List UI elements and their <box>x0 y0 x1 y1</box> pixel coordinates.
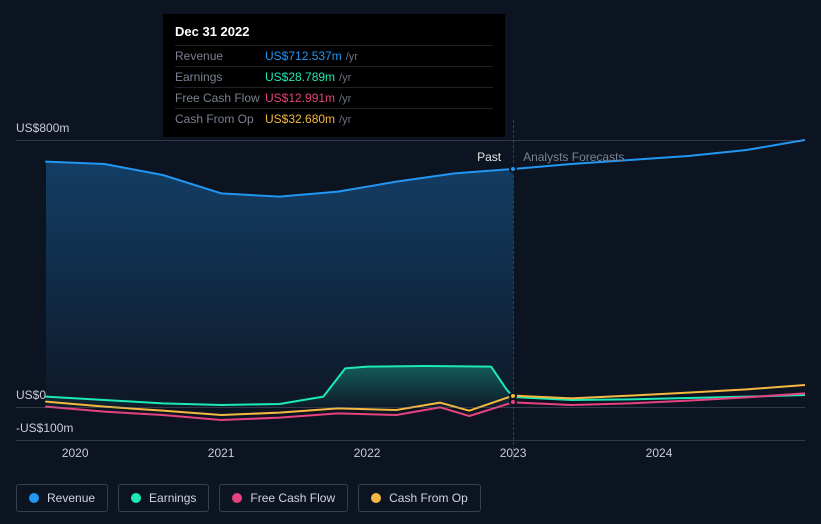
legend-label: Revenue <box>47 491 95 505</box>
tooltip-row: RevenueUS$712.537m/yr <box>175 45 493 66</box>
tooltip-row-unit: /yr <box>339 72 351 84</box>
x-axis-label: 2024 <box>646 446 673 460</box>
tooltip-rows: RevenueUS$712.537m/yrEarningsUS$28.789m/… <box>175 45 493 129</box>
legend-dot <box>371 493 381 503</box>
chart-marker <box>509 398 517 406</box>
tooltip-row-value: US$32.680m <box>265 112 335 126</box>
tooltip-row: EarningsUS$28.789m/yr <box>175 66 493 87</box>
forecast-label: Analysts Forecasts <box>523 150 624 164</box>
x-axis-label: 2020 <box>62 446 89 460</box>
financials-chart: US$800mUS$0-US$100m20202021202220232024P… <box>16 120 805 460</box>
tooltip-row-label: Earnings <box>175 70 265 84</box>
gridline <box>16 407 805 408</box>
legend-dot <box>29 493 39 503</box>
x-axis-label: 2021 <box>208 446 235 460</box>
chart-marker <box>509 165 517 173</box>
tooltip-row-label: Free Cash Flow <box>175 91 265 105</box>
tooltip-row-label: Cash From Op <box>175 112 265 126</box>
legend-dot <box>232 493 242 503</box>
legend-label: Earnings <box>149 491 196 505</box>
tooltip-date: Dec 31 2022 <box>175 24 493 39</box>
y-axis-label: -US$100m <box>16 421 73 435</box>
tooltip-row-unit: /yr <box>346 51 358 63</box>
tooltip-row-unit: /yr <box>339 93 351 105</box>
tooltip-row-label: Revenue <box>175 49 265 63</box>
tooltip-row-value: US$12.991m <box>265 91 335 105</box>
tooltip-row: Free Cash FlowUS$12.991m/yr <box>175 87 493 108</box>
legend-item[interactable]: Earnings <box>118 484 209 512</box>
chart-tooltip: Dec 31 2022 RevenueUS$712.537m/yrEarning… <box>163 14 505 137</box>
tooltip-row-value: US$28.789m <box>265 70 335 84</box>
legend-label: Free Cash Flow <box>250 491 335 505</box>
legend-item[interactable]: Free Cash Flow <box>219 484 348 512</box>
x-axis-label: 2022 <box>354 446 381 460</box>
y-axis-label: US$0 <box>16 388 46 402</box>
legend-item[interactable]: Revenue <box>16 484 108 512</box>
chart-legend: Revenue Earnings Free Cash Flow Cash From O… <box>16 484 481 512</box>
legend-item[interactable]: Cash From Op <box>358 484 481 512</box>
legend-label: Cash From Op <box>389 491 468 505</box>
tooltip-row-value: US$712.537m <box>265 49 342 63</box>
tooltip-row: Cash From OpUS$32.680m/yr <box>175 108 493 129</box>
legend-dot <box>131 493 141 503</box>
y-axis-label: US$800m <box>16 121 69 135</box>
past-label: Past <box>477 150 501 164</box>
gridline <box>16 140 805 141</box>
gridline <box>16 440 805 441</box>
tooltip-row-unit: /yr <box>339 114 351 126</box>
chart-svg <box>16 120 805 460</box>
